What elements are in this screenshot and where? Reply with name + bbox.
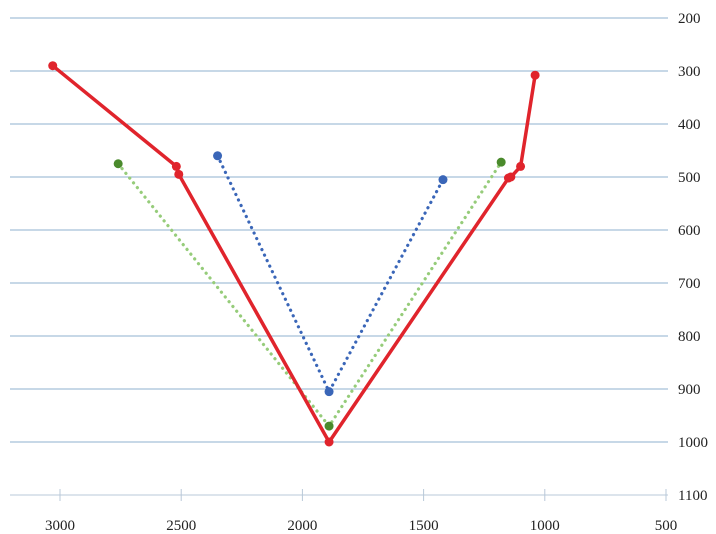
series-3-point	[174, 169, 184, 179]
y-tick-label: 300	[678, 64, 701, 80]
x-tick-label: 3000	[45, 518, 75, 534]
y-tick-label: 600	[678, 223, 701, 239]
series-1-point	[213, 151, 223, 161]
series-3-line	[50, 63, 537, 446]
series-2-point	[496, 157, 506, 167]
x-tick-label: 1500	[409, 518, 439, 534]
x-tick-label: 500	[655, 518, 678, 534]
series-2-line	[116, 160, 503, 429]
series-3-point	[506, 172, 516, 182]
tick-layer: 200 300 400 500 600 700 800 900 1000 1100 3000 2500…	[45, 11, 708, 534]
series-1-point	[438, 175, 448, 185]
x-tick-label: 1000	[530, 518, 560, 534]
series-3-point	[48, 61, 58, 71]
y-tick-label: 200	[678, 11, 701, 27]
series-3-point	[516, 161, 526, 171]
y-tick-label: 700	[678, 276, 701, 292]
y-tick-label: 1100	[678, 488, 707, 504]
series-2-point	[113, 159, 123, 169]
y-tick-label: 400	[678, 117, 701, 133]
grid-layer	[10, 17, 668, 496]
series-layer	[48, 61, 540, 447]
series-1-line	[216, 154, 445, 396]
y-tick-label: 500	[678, 170, 701, 186]
y-tick-label: 900	[678, 382, 701, 398]
x-tick-label: 2000	[287, 518, 317, 534]
series-3-point	[324, 437, 334, 447]
y-tick-label: 1000	[678, 435, 708, 451]
series-3-point	[171, 161, 181, 171]
series-1-point	[324, 387, 334, 397]
x-tick-label: 2500	[166, 518, 196, 534]
y-tick-label: 800	[678, 329, 701, 345]
series-2-point	[324, 421, 334, 431]
series-3-point	[530, 70, 540, 80]
axis-layer	[59, 489, 667, 501]
